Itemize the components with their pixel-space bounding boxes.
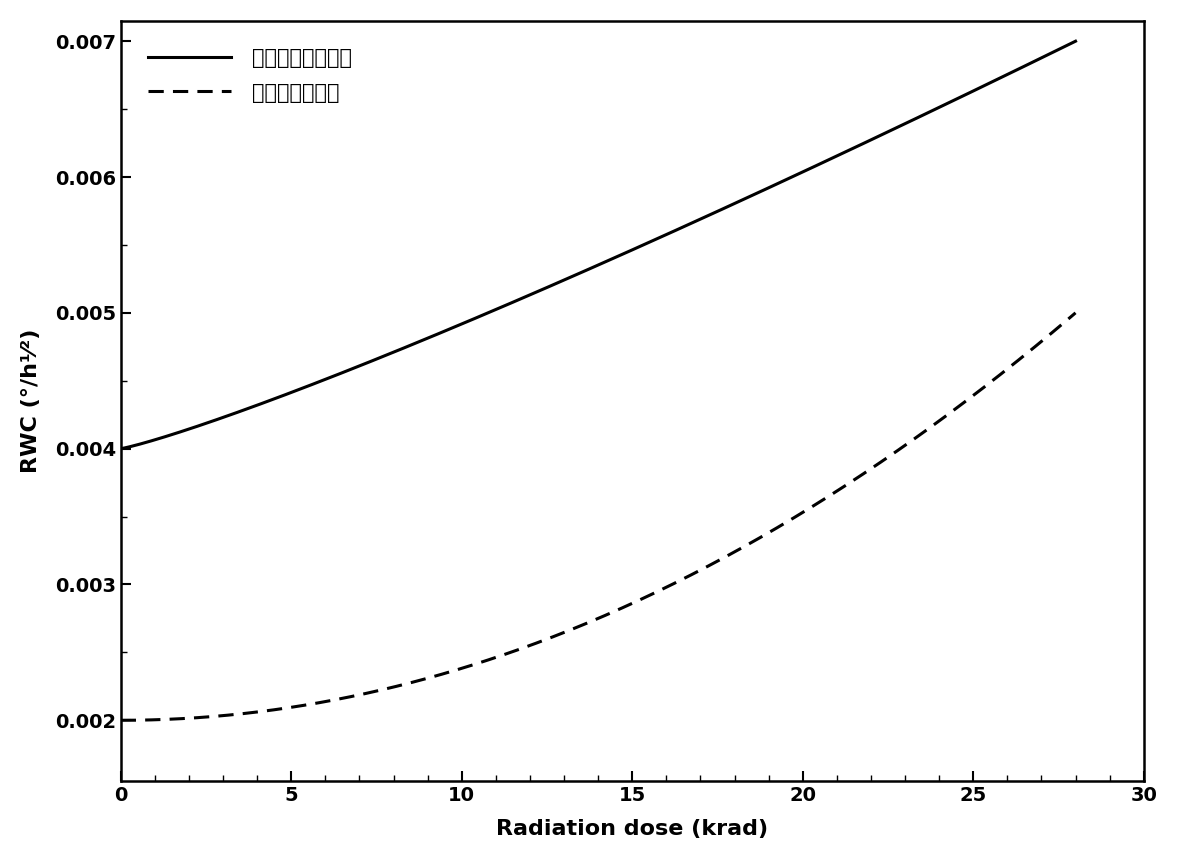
未采用抗辐射方法 — [567, 270, 581, 280]
采用本发明方法 — [1068, 308, 1083, 318]
采用本发明方法 — [630, 596, 644, 606]
未采用抗辐射方法 — [896, 120, 911, 130]
采用本发明方法 — [573, 621, 587, 631]
采用本发明方法 — [682, 571, 696, 581]
Line: 采用本发明方法: 采用本发明方法 — [120, 313, 1076, 721]
采用本发明方法 — [1046, 327, 1060, 337]
未采用抗辐射方法 — [113, 444, 127, 454]
未采用抗辐射方法 — [1068, 36, 1083, 46]
未采用抗辐射方法 — [1046, 47, 1060, 58]
采用本发明方法 — [896, 441, 911, 452]
采用本发明方法 — [113, 716, 127, 726]
未采用抗辐射方法 — [630, 243, 644, 253]
采用本发明方法 — [567, 624, 581, 634]
Legend: 未采用抗辐射方法, 采用本发明方法: 未采用抗辐射方法, 采用本发明方法 — [131, 31, 369, 120]
未采用抗辐射方法 — [682, 219, 696, 230]
未采用抗辐射方法 — [573, 268, 587, 279]
X-axis label: Radiation dose (krad): Radiation dose (krad) — [496, 820, 768, 839]
Y-axis label: RWC (°/h¹⁄²): RWC (°/h¹⁄²) — [21, 329, 41, 473]
Line: 未采用抗辐射方法: 未采用抗辐射方法 — [120, 41, 1076, 449]
